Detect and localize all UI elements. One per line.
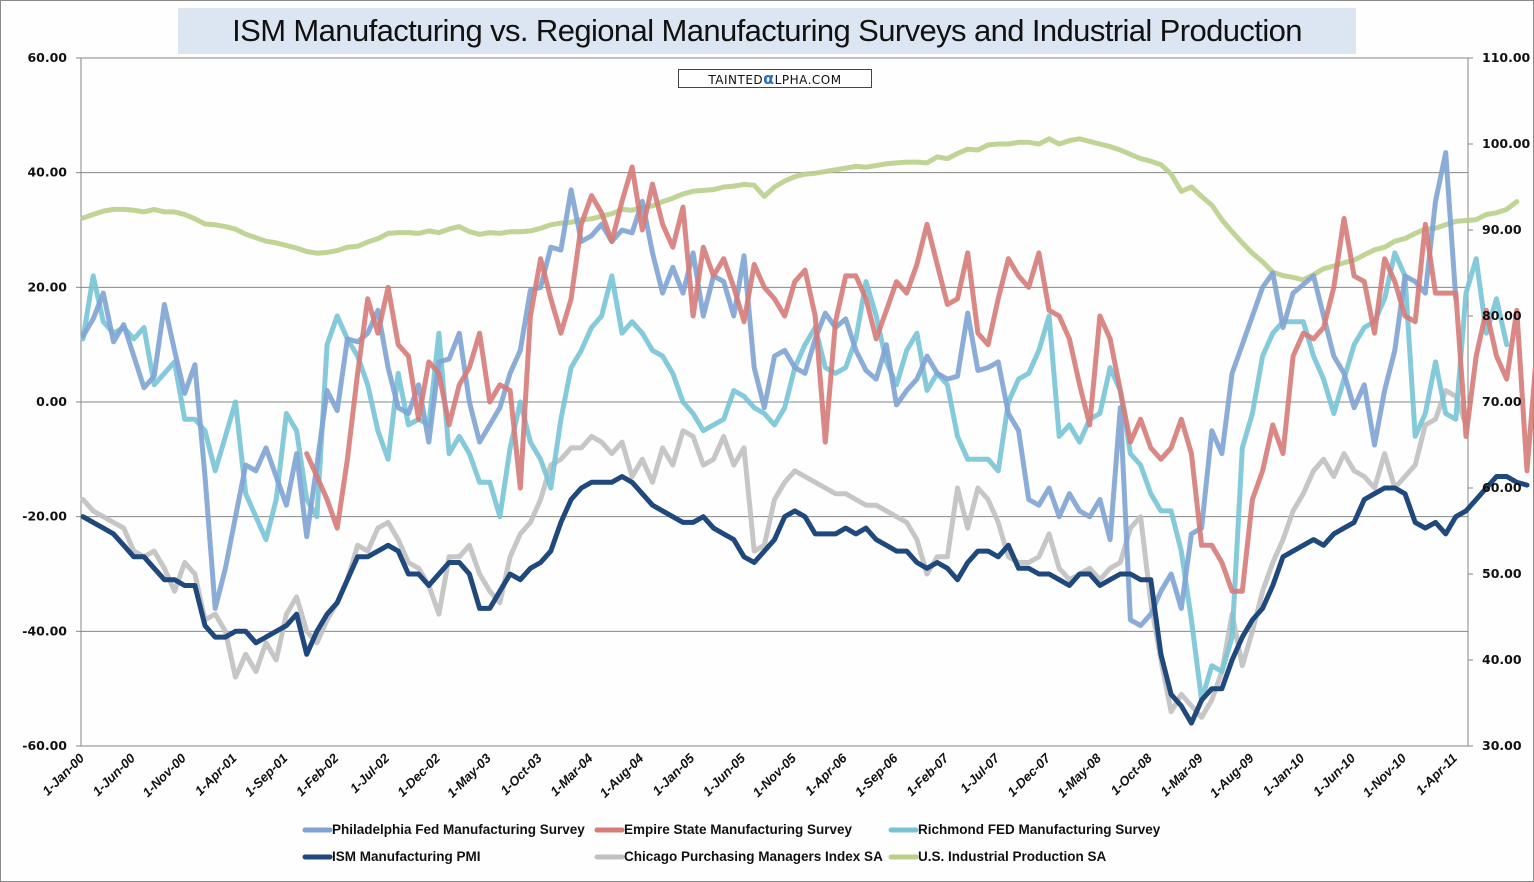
series-line-u-s-industrial-production-sa (80, 136, 1520, 283)
legend-label: ISM Manufacturing PMI (332, 849, 481, 864)
x-tick-label: 1-Apr-11 (1413, 751, 1460, 798)
x-tick-label: 1-Nov-10 (1360, 750, 1410, 800)
y-tick-label: 20.00 (27, 279, 67, 294)
x-tick-label: 1-Jun-00 (90, 750, 139, 799)
y-tick-label: -20.00 (22, 509, 67, 524)
x-tick-label: 1-Mar-09 (1157, 750, 1206, 799)
y-tick-label: 60.00 (27, 50, 67, 65)
watermark-logo: TAINTEDαLPHA.COM (678, 69, 872, 88)
legend: Philadelphia Fed Manufacturing Survey Emp… (302, 822, 1161, 864)
legend-item: ISM Manufacturing PMI (302, 849, 481, 864)
legend-item: Richmond FED Manufacturing Survey (888, 822, 1161, 837)
legend-label: Empire State Manufacturing Survey (624, 822, 853, 837)
series-line-empire-state-manufacturing-survey (304, 164, 1534, 594)
x-tick-label: 1-Nov-00 (139, 750, 189, 800)
x-tick-label: 1-Feb-02 (293, 750, 342, 799)
x-tick-label: 1-Jul-02 (347, 750, 393, 796)
x-tick-label: 1-Jan-00 (39, 750, 87, 798)
y-tick-label: 0.00 (36, 394, 67, 409)
x-tick-label: 1-Aug-09 (1207, 750, 1257, 800)
chart-title: ISM Manufacturing vs. Regional Manufactu… (178, 8, 1356, 54)
legend-item: Chicago Purchasing Managers Index SA (594, 849, 883, 864)
y-tick-label: 40.00 (27, 165, 67, 180)
x-tick-label: 1-Sep-06 (852, 750, 901, 799)
x-tick-label: 1-Dec-02 (394, 750, 443, 799)
watermark-prefix: TAINTED (708, 73, 764, 87)
y-tick-label: -40.00 (22, 623, 67, 638)
x-tick-label: 1-Apr-01 (192, 751, 240, 799)
x-tick-label: 1-May-08 (1054, 750, 1104, 800)
watermark-suffix: LPHA.COM (774, 73, 842, 87)
left-axis-ticks: 60.00 40.00 20.00 0.00 -20.00 -40.00 -60.00 (22, 50, 81, 753)
y2-tick-label: 90.00 (1482, 222, 1522, 237)
y2-tick-label: 40.00 (1482, 652, 1522, 667)
series-line-philadelphia-fed-manufacturing-survey (80, 150, 1459, 629)
x-tick-label: 1-Jun-05 (700, 750, 749, 799)
x-tick-label: 1-Jan-05 (649, 750, 697, 798)
series-lines (80, 136, 1534, 726)
y2-tick-label: 30.00 (1482, 738, 1522, 753)
alpha-icon: α (763, 69, 775, 88)
x-tick-label: 1-Jul-07 (957, 750, 1003, 796)
x-tick-label: 1-Jan-10 (1260, 750, 1308, 798)
series-line-chicago-purchasing-managers-index-sa (80, 388, 1469, 720)
x-tick-label: 1-Sep-01 (242, 751, 291, 800)
x-tick-label: 1-Mar-04 (547, 750, 596, 799)
y2-tick-label: 100.00 (1482, 136, 1531, 151)
series-line-richmond-fed-manufacturing-survey (80, 250, 1510, 703)
x-tick-label: 1-Nov-05 (750, 750, 800, 800)
x-tick-label: 1-Apr-06 (802, 750, 850, 798)
legend-item: U.S. Industrial Production SA (888, 849, 1107, 864)
right-axis-ticks: 110.00 100.00 90.00 80.00 70.00 60.00 50.00 40.… (1468, 50, 1531, 753)
legend-item: Philadelphia Fed Manufacturing Survey (302, 822, 585, 837)
legend-item: Empire State Manufacturing Survey (594, 822, 853, 837)
x-tick-label: 1-May-03 (444, 750, 494, 800)
y2-tick-label: 80.00 (1482, 308, 1522, 323)
x-tick-label: 1-Feb-07 (903, 750, 952, 799)
legend-label: Chicago Purchasing Managers Index SA (624, 849, 883, 864)
x-tick-label: 1-Dec-07 (1004, 750, 1053, 799)
y2-tick-label: 50.00 (1482, 566, 1522, 581)
y2-tick-label: 110.00 (1482, 50, 1531, 65)
series-line-ism-manufacturing-pmi (80, 474, 1530, 726)
legend-label: U.S. Industrial Production SA (918, 849, 1107, 864)
y2-tick-label: 70.00 (1482, 394, 1522, 409)
legend-label: Philadelphia Fed Manufacturing Survey (332, 822, 585, 837)
x-axis-ticks: 1-Jan-00 1-Jun-00 1-Nov-00 1-Apr-01 1-Sep-01… (39, 750, 1460, 800)
gridlines (81, 57, 1468, 747)
legend-label: Richmond FED Manufacturing Survey (918, 822, 1161, 837)
x-tick-label: 1-Oct-03 (497, 750, 545, 798)
y2-tick-label: 60.00 (1482, 480, 1522, 495)
y-tick-label: -60.00 (22, 738, 67, 753)
x-tick-label: 1-Jun-10 (1310, 750, 1359, 799)
x-tick-label: 1-Oct-08 (1107, 750, 1155, 798)
x-tick-label: 1-Aug-04 (596, 750, 646, 800)
